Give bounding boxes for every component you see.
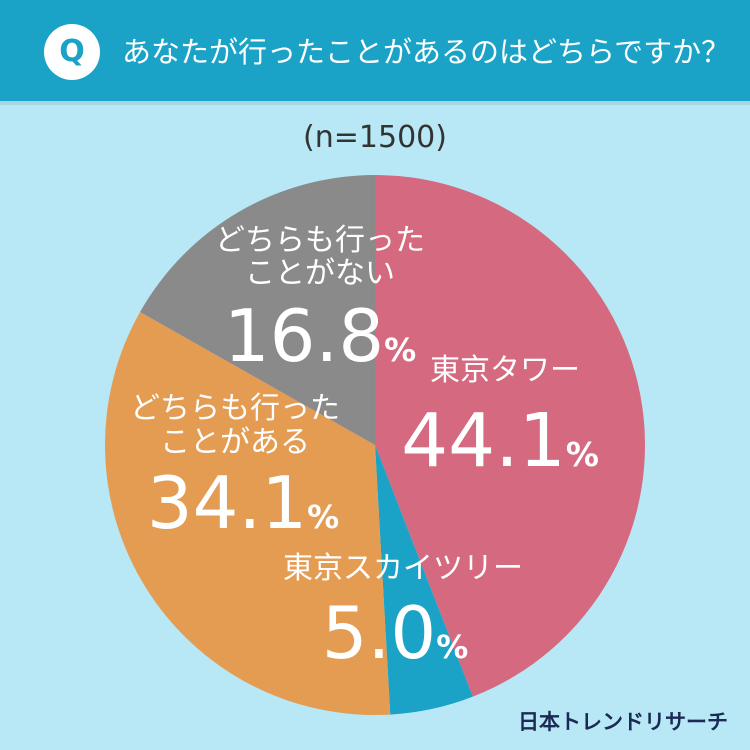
question-text: あなたが行ったことがあるのはどちらですか？	[122, 35, 731, 69]
slice-label: どちらも行った	[130, 391, 340, 426]
slice-label: 東京タワー	[430, 353, 580, 388]
pie-slice	[375, 445, 473, 715]
slice-value-label: 16.8%	[224, 294, 416, 378]
slice-value-label: 44.1%	[401, 398, 599, 484]
sample-size-label: (n=1500)	[303, 120, 447, 155]
brand-logo-text: 日本トレンドリサーチ	[518, 710, 728, 734]
slice-label: 東京スカイツリー	[283, 551, 523, 586]
pie-slice	[104, 311, 391, 715]
question-header: Q あなたが行ったことがあるのはどちらですか？	[0, 0, 750, 101]
pie-slice	[140, 175, 375, 445]
question-badge: Q	[44, 24, 100, 80]
slice-label: どちらも行った	[215, 223, 425, 258]
slice-value-label: 5.0%	[322, 591, 469, 675]
header-shadow	[0, 101, 750, 105]
slice-value-label: 34.1%	[147, 461, 339, 545]
pie-slice	[375, 175, 645, 697]
slice-label: ことがある	[160, 425, 310, 460]
slice-label: ことがない	[245, 256, 395, 291]
